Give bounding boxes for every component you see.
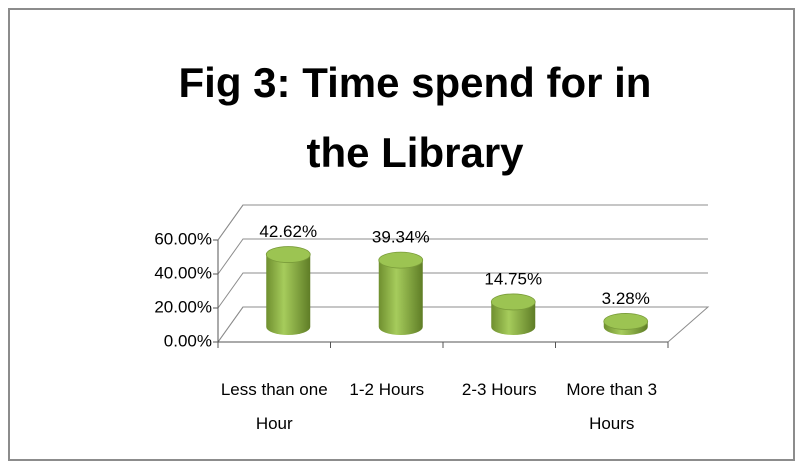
grid-line <box>217 238 708 275</box>
bar <box>265 246 311 335</box>
grid-line <box>217 272 708 309</box>
y-tick-label: 20.00% <box>154 297 212 316</box>
grid-line <box>217 306 708 343</box>
x-tick-label: Less than one Hour <box>220 380 328 433</box>
bar <box>603 313 649 335</box>
data-label: 3.28% <box>602 289 650 308</box>
data-label: 39.34% <box>372 228 430 247</box>
x-tick-label: More than 3 Hours <box>566 380 658 433</box>
chart-frame <box>8 8 795 461</box>
x-tick-label: 2-3 Hours <box>461 380 537 399</box>
x-tick-label: 1-2 Hours <box>349 380 425 399</box>
y-tick-label: 60.00% <box>154 229 212 248</box>
data-label: 42.62% <box>259 222 317 241</box>
y-tick-label: 0.00% <box>164 331 212 350</box>
bar <box>490 293 536 335</box>
data-label: 14.75% <box>484 269 542 288</box>
y-tick-label: 40.00% <box>154 263 212 282</box>
bar <box>378 251 424 335</box>
grid-line <box>217 204 708 241</box>
chart-title: Fig 3: Time spend for in the Library <box>178 59 652 176</box>
